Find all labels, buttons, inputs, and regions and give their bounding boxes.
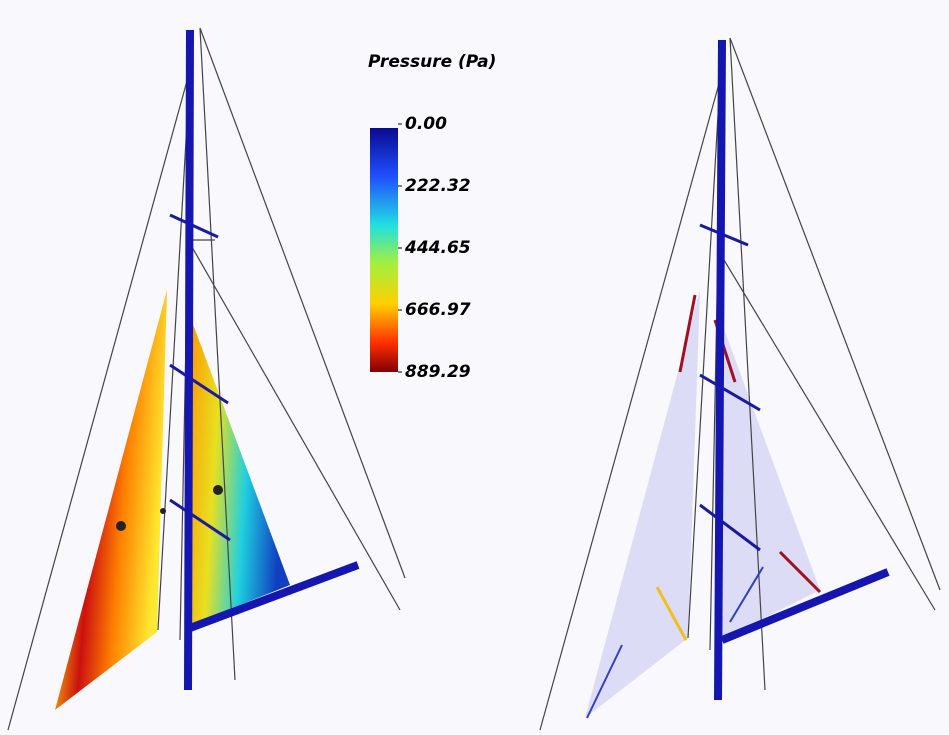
scene: Pressure (Pa) 0.00 222.32 444.65 666.97 889.…	[0, 0, 949, 735]
right-rig	[540, 38, 940, 730]
left-rig	[8, 28, 405, 730]
tick-label: 889.29	[405, 362, 471, 382]
tick-label: 222.32	[405, 176, 471, 196]
colorbar-title: Pressure (Pa)	[368, 52, 496, 72]
main-sail	[187, 308, 290, 625]
tick-label: 0.00	[405, 114, 447, 134]
colorbar	[370, 128, 398, 372]
tick-label: 666.97	[405, 300, 471, 320]
tick-label: 444.65	[404, 238, 471, 258]
main-sail	[717, 310, 820, 640]
